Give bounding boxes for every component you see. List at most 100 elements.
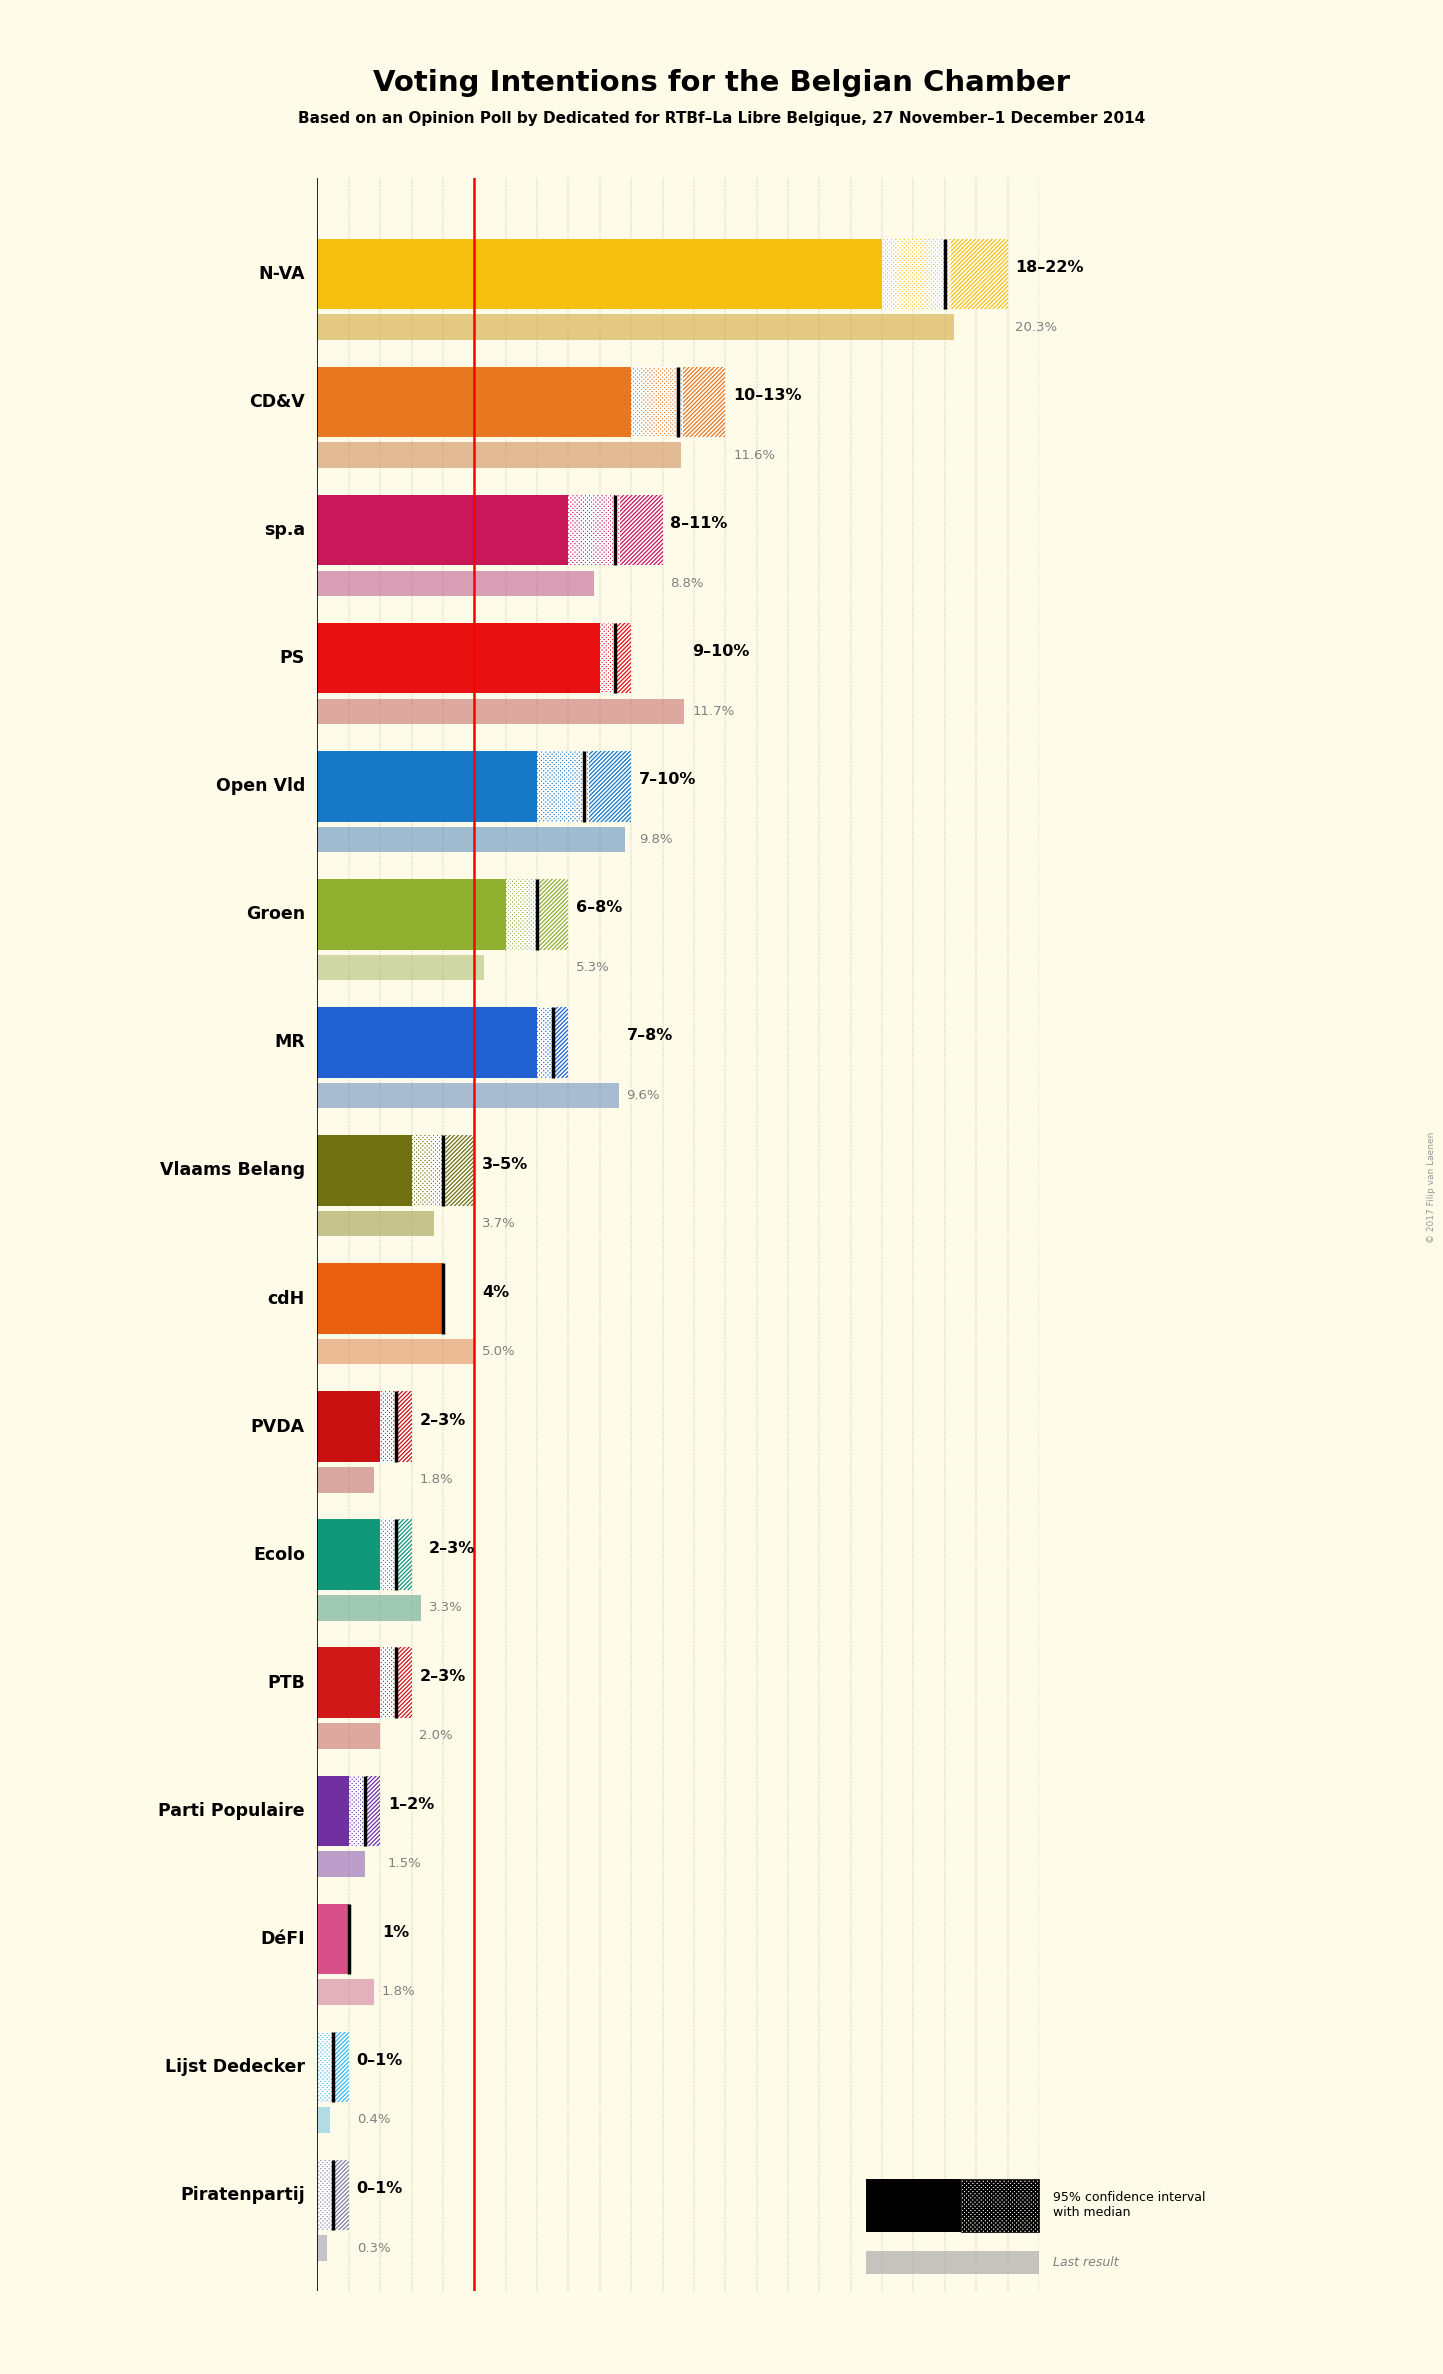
Bar [618, 622, 631, 693]
Bar [317, 1648, 380, 1719]
Text: 8–11%: 8–11% [671, 515, 727, 532]
Bar [317, 313, 954, 339]
Text: 8.8%: 8.8% [671, 577, 704, 589]
Bar [335, 2160, 349, 2229]
Text: 7–10%: 7–10% [639, 772, 697, 788]
Bar [317, 1007, 537, 1078]
Bar [317, 1135, 411, 1206]
Text: 5.3%: 5.3% [576, 961, 610, 973]
Bar [589, 750, 631, 821]
Text: Voting Intentions for the Belgian Chamber: Voting Intentions for the Belgian Chambe… [372, 69, 1071, 97]
Bar [317, 1904, 349, 1975]
Bar [317, 2160, 349, 2229]
Text: © 2017 Filip van Laenen: © 2017 Filip van Laenen [1427, 1132, 1436, 1242]
Bar [317, 1263, 443, 1334]
Bar [380, 1648, 397, 1719]
Bar [620, 496, 662, 565]
Text: 3.7%: 3.7% [482, 1218, 517, 1230]
Bar [317, 2108, 330, 2132]
Bar [380, 1391, 411, 1462]
Text: 1.5%: 1.5% [388, 1856, 421, 1871]
Text: Last result: Last result [1053, 2255, 1118, 2270]
Text: 9.6%: 9.6% [626, 1090, 659, 1102]
Text: Vlaams Belang: Vlaams Belang [160, 1161, 304, 1180]
Text: 2–3%: 2–3% [429, 1541, 475, 1555]
Text: 20.3%: 20.3% [1016, 320, 1058, 335]
Text: 9.8%: 9.8% [639, 833, 672, 845]
Text: 9–10%: 9–10% [693, 643, 750, 660]
Text: 2–3%: 2–3% [420, 1669, 466, 1683]
Text: 0–1%: 0–1% [356, 2182, 403, 2196]
Text: 4%: 4% [482, 1284, 509, 1299]
Bar [317, 750, 537, 821]
Bar [317, 2032, 335, 2101]
Text: sp.a: sp.a [264, 522, 304, 539]
Bar [951, 240, 1007, 309]
Text: 3–5%: 3–5% [482, 1156, 528, 1170]
Bar [317, 1595, 421, 1621]
Text: 95% confidence interval
with median: 95% confidence interval with median [1053, 2191, 1206, 2220]
Text: 5.0%: 5.0% [482, 1346, 515, 1358]
Text: cdH: cdH [267, 1289, 304, 1308]
Text: Ecolo: Ecolo [253, 1545, 304, 1564]
Text: Lijst Dedecker: Lijst Dedecker [165, 2058, 304, 2075]
Bar [380, 1648, 411, 1719]
Bar [631, 368, 683, 437]
Text: 2–3%: 2–3% [420, 1413, 466, 1427]
Text: 11.6%: 11.6% [733, 449, 775, 463]
Bar [397, 1391, 411, 1462]
Text: DéFI: DéFI [260, 1930, 304, 1947]
Bar [317, 954, 483, 980]
Bar [317, 1467, 374, 1493]
Bar [537, 1007, 554, 1078]
Text: PTB: PTB [267, 1674, 304, 1693]
Bar [554, 1007, 569, 1078]
Text: 2.0%: 2.0% [420, 1728, 453, 1743]
Bar [349, 1776, 380, 1847]
Text: MR: MR [274, 1033, 304, 1052]
Bar [380, 1391, 397, 1462]
Bar [335, 2032, 349, 2101]
Bar [349, 1776, 367, 1847]
Text: Open Vld: Open Vld [215, 776, 304, 795]
Text: Piratenpartij: Piratenpartij [180, 2186, 304, 2203]
Text: PVDA: PVDA [251, 1417, 304, 1436]
Bar [317, 2032, 349, 2101]
Text: 0.3%: 0.3% [356, 2241, 390, 2255]
Text: 1%: 1% [382, 1925, 408, 1940]
Bar [317, 442, 681, 468]
Text: CD&V: CD&V [250, 394, 304, 411]
Bar [882, 240, 951, 309]
Text: N-VA: N-VA [258, 266, 304, 283]
Bar [317, 622, 600, 693]
Bar [683, 368, 726, 437]
Bar [317, 496, 569, 565]
Text: PS: PS [280, 648, 304, 667]
Bar [380, 1519, 411, 1591]
Bar [317, 826, 625, 852]
Bar [317, 1852, 365, 1878]
Bar [569, 496, 620, 565]
Bar [505, 878, 540, 950]
Text: 1.8%: 1.8% [420, 1474, 453, 1486]
Text: Based on an Opinion Poll by Dedicated for RTBf–La Libre Belgique, 27 November–1 : Based on an Opinion Poll by Dedicated fo… [297, 112, 1146, 126]
Bar [317, 1776, 349, 1847]
Bar [367, 1776, 380, 1847]
Bar [569, 496, 662, 565]
Bar [540, 878, 569, 950]
Bar [882, 240, 1007, 309]
Text: 11.7%: 11.7% [693, 705, 734, 717]
Text: 7–8%: 7–8% [626, 1028, 672, 1045]
Bar [317, 240, 882, 309]
Bar [317, 2236, 328, 2260]
Text: 3.3%: 3.3% [429, 1600, 463, 1614]
Bar [537, 750, 589, 821]
Bar [446, 1135, 475, 1206]
Text: 10–13%: 10–13% [733, 389, 802, 404]
Text: 18–22%: 18–22% [1016, 261, 1084, 275]
Bar [317, 1211, 433, 1237]
Bar [317, 1980, 374, 2004]
Bar [317, 1391, 380, 1462]
Text: 6–8%: 6–8% [576, 900, 622, 916]
Bar [317, 1519, 380, 1591]
